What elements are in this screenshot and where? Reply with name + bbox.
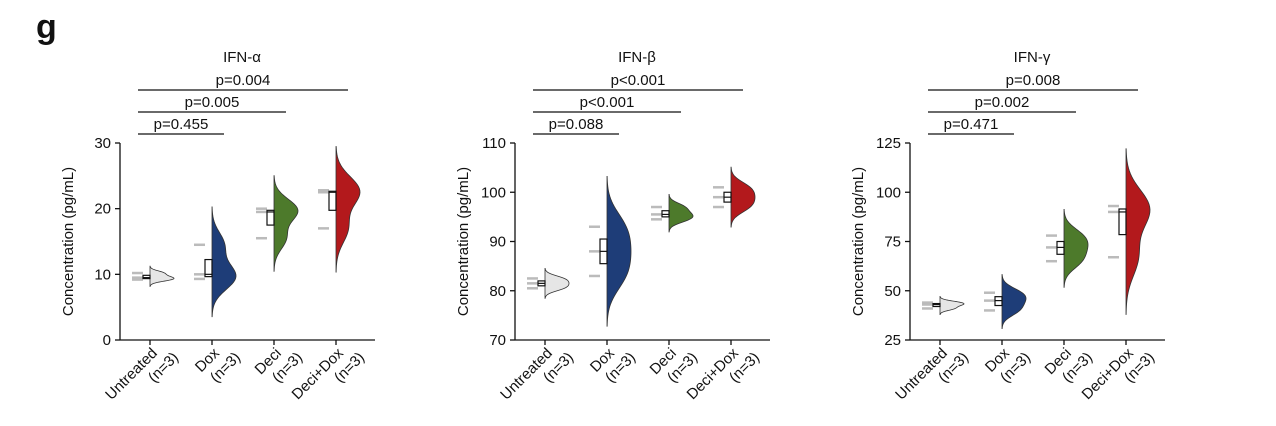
y-axis-label: Concentration (pg/mL) <box>60 167 77 316</box>
y-tick-label: 100 <box>481 184 506 201</box>
y-tick-label: 80 <box>489 283 506 300</box>
y-tick-label: 30 <box>94 135 111 152</box>
y-tick-label: 70 <box>489 332 506 349</box>
chart-title: IFN-β <box>618 49 656 66</box>
violin <box>211 206 237 318</box>
panel: 70 80 90 100 110 Concentration (pg/mL) IFN-β p=… <box>455 49 770 404</box>
x-tick-label: Deci+Dox(n=3) <box>684 344 764 403</box>
panel-label: g <box>36 8 57 46</box>
box <box>142 274 151 280</box>
box <box>204 258 213 278</box>
violin <box>730 166 756 228</box>
y-tick-label: 20 <box>94 201 111 218</box>
p-value-label: p<0.001 <box>580 94 635 111</box>
y-tick-label: 125 <box>876 135 901 152</box>
violin <box>939 296 965 316</box>
p-value-label: p=0.002 <box>975 94 1030 111</box>
violin <box>335 146 361 273</box>
p-value-label: p=0.004 <box>216 72 271 89</box>
y-axis-label: Concentration (pg/mL) <box>455 167 472 316</box>
violin <box>668 193 694 233</box>
p-value-label: p=0.455 <box>154 116 209 133</box>
violin <box>273 175 299 272</box>
box <box>1118 208 1127 236</box>
violin <box>1001 274 1027 329</box>
panel: 0 10 20 30 Concentration (pg/mL) IFN-α p=0.455… <box>60 49 375 404</box>
violin <box>1125 148 1151 315</box>
chart-title: IFN-α <box>223 49 261 66</box>
x-tick-label: Untreated(n=3) <box>102 345 182 404</box>
x-tick-label: Untreated(n=3) <box>892 345 972 404</box>
box <box>661 210 670 218</box>
p-value-label: p=0.008 <box>1006 72 1061 89</box>
box <box>328 190 337 211</box>
y-tick-label: 0 <box>103 332 111 349</box>
box <box>266 209 275 226</box>
y-tick-label: 75 <box>884 234 901 251</box>
y-tick-label: 110 <box>482 135 506 152</box>
y-tick-label: 90 <box>489 234 506 251</box>
y-tick-label: 10 <box>94 266 111 283</box>
violin <box>606 176 632 327</box>
p-value-label: p=0.088 <box>549 116 604 133</box>
x-tick-label: Dox(n=3) <box>192 344 244 386</box>
violin <box>149 265 175 287</box>
violin <box>1063 209 1089 288</box>
y-tick-label: 25 <box>884 332 901 349</box>
p-value-label: p<0.001 <box>611 72 666 89</box>
x-tick-label: Untreated(n=3) <box>497 345 577 404</box>
p-value-label: p=0.005 <box>185 94 240 111</box>
y-axis-label: Concentration (pg/mL) <box>850 167 867 316</box>
x-tick-label: Deci+Dox(n=3) <box>1079 344 1159 403</box>
x-tick-label: Dox(n=3) <box>982 344 1034 386</box>
chart-title: IFN-γ <box>1014 49 1051 66</box>
p-value-label: p=0.471 <box>944 116 999 133</box>
panel: 25 50 75 100 125 Concentration (pg/mL) IFN-γ p=… <box>850 49 1165 404</box>
y-tick-label: 50 <box>884 283 901 300</box>
violin <box>544 267 570 299</box>
x-tick-label: Dox(n=3) <box>587 344 639 386</box>
y-tick-label: 100 <box>876 184 901 201</box>
x-tick-label: Deci+Dox(n=3) <box>289 344 369 403</box>
